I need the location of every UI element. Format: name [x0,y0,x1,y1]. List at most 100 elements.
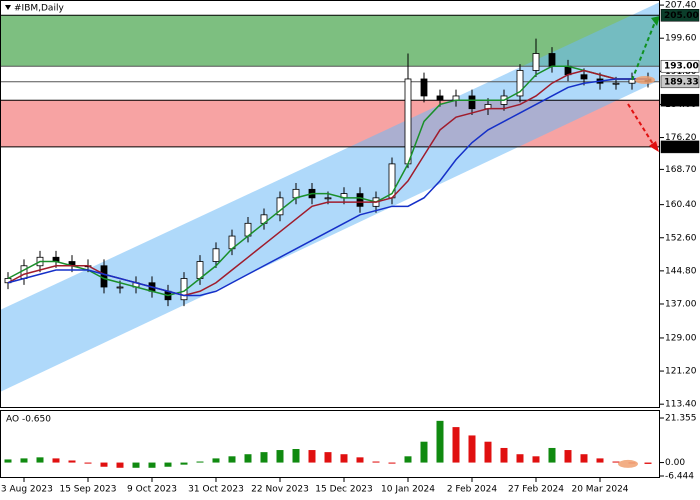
x-tick-label: 2 Feb 2024 [447,485,498,495]
x-tick-label: 22 Nov 2023 [251,485,309,495]
candle-body [436,95,444,101]
candle-body [356,193,364,207]
y-tick-label: 129.00 [665,333,697,343]
ao-bar [612,461,620,463]
ao-y-tick-label: 0.00 [665,458,685,468]
ao-bar [388,462,396,464]
ao-bar [356,457,364,463]
ao-bar [548,447,556,463]
candle-body [580,74,588,80]
ao-bar [452,427,460,463]
level-label: 185.00 [664,96,699,106]
x-tick-label: 23 Aug 2023 [0,485,53,495]
candle-body [420,78,428,97]
ao-bar [244,454,252,463]
ao-bar [52,458,60,463]
x-tick-label: 9 Oct 2023 [127,485,177,495]
ao-bar [4,459,12,463]
down-arrow-head [649,141,659,152]
ao-bar [276,450,284,463]
level-label-box [660,59,700,73]
x-tick-label: 20 Mar 2024 [571,485,628,495]
level-label: 193.00 [664,62,699,72]
y-tick-label: 113.40 [665,400,697,410]
x-tick-label: 15 Sep 2023 [59,485,116,495]
ao-marker [618,459,638,468]
price-marker [635,76,655,84]
candle-body [276,197,284,216]
y-tick-label: 160.40 [665,200,697,210]
chart-title: #IBM,Daily [14,4,64,14]
y-tick-label: 207.40 [665,1,697,11]
x-tick-label: 10 Jan 2024 [381,485,435,495]
ao-bar [596,458,604,463]
ao-bar [100,462,108,467]
candle-body [612,82,620,85]
ao-bar [308,450,316,463]
ao-y-tick-label: 21.355 [665,414,697,424]
ao-title: AO -0.650 [6,415,51,425]
ao-frame [0,410,660,478]
ao-y-tick-label: -6.444 [665,472,694,482]
main-frame [0,0,660,408]
y-tick-label: 137.00 [665,299,697,309]
y-tick-label: 176.20 [665,133,697,143]
level-label: 174.00 [664,142,699,152]
ao-bar [532,456,540,463]
candle-body [468,95,476,110]
candle-body [548,53,556,67]
candle-body [116,286,124,289]
up-arrow [631,21,656,81]
y-tick-label: 199.60 [665,34,697,44]
ao-bar [644,462,652,464]
ao-bar [68,460,76,463]
ao-bar [20,458,28,463]
level-label-box [660,140,700,154]
ao-bar [324,452,332,463]
ao-bar [404,456,412,463]
y-tick-label: 144.80 [665,266,697,276]
x-tick-label: 15 Dec 2023 [315,485,373,495]
ao-bar [292,449,300,463]
x-tick-label: 27 Feb 2024 [508,485,564,495]
candle-body [532,53,540,71]
moving-average [7,78,648,297]
candle-body [20,265,28,279]
ao-bar [164,462,172,467]
ao-bar [372,461,380,463]
candle-body [100,265,108,288]
level-label-box [660,75,700,89]
candle-body [212,248,220,262]
candle-body [404,78,412,165]
x-tick-label: 31 Oct 2023 [188,485,244,495]
ao-bar [436,420,444,463]
y-tick-label: 121.20 [665,367,697,377]
y-tick-label: 168.70 [665,165,697,175]
ao-bar [132,462,140,468]
ao-bar [84,462,92,464]
level-label: 189.33 [664,77,699,87]
ao-bar [180,462,188,465]
ao-bar [148,462,156,468]
level-label: 205.00 [664,11,699,21]
ao-bar [500,447,508,463]
candle-body [516,70,524,97]
moving-average [7,65,648,297]
ao-bar [116,462,124,468]
ao-bar [228,456,236,463]
ao-bar [468,435,476,463]
y-tick-label: 152.60 [665,233,697,243]
ao-bar [260,452,268,463]
ao-bar [564,450,572,463]
ao-bar [36,457,44,463]
ao-bar [212,458,220,463]
ao-bar [484,441,492,463]
title-icon [5,5,11,10]
candle-body [324,197,332,200]
ao-bar [420,441,428,463]
ao-bar [516,454,524,463]
level-label-box [660,9,700,22]
up-arrow-head [651,16,660,26]
level-label-box [660,93,700,107]
